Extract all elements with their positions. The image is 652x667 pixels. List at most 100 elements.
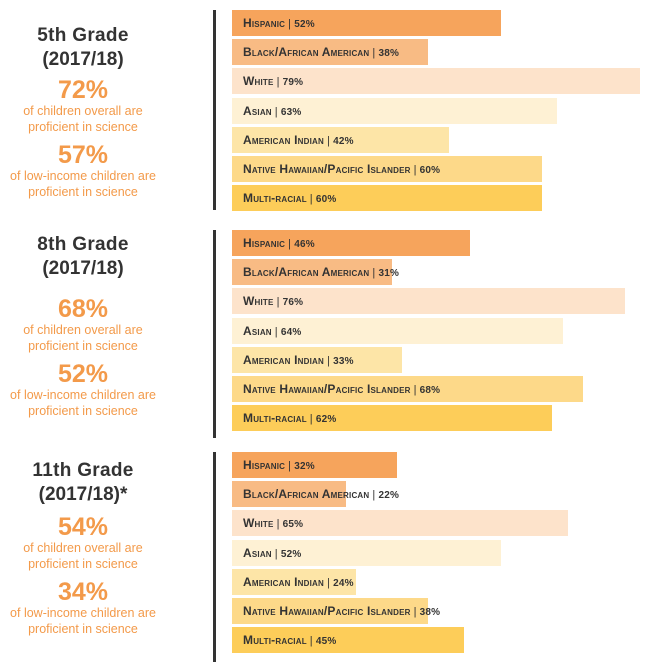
- value-label: 31%: [378, 268, 400, 280]
- label-separator: |: [276, 76, 280, 89]
- overall-percent: 68%: [57, 295, 109, 323]
- bar-label-multi-racial: Multi-racial | 62%: [243, 405, 336, 431]
- grade-title: 5th Grade: [37, 25, 129, 46]
- lowincome-desc-line2: proficient in science: [28, 621, 138, 636]
- bar-native-hawaiian-pacific-islander: [232, 598, 429, 624]
- label-separator: |: [288, 18, 292, 30]
- value-label: 42%: [333, 135, 354, 147]
- bar-label-american-indian: American Indian | 33%: [243, 347, 354, 373]
- category-label: White: [243, 294, 274, 309]
- bar-label-native-hawaiian-pacific-islander: Native Hawaiian/Pacific Islander | 68%: [243, 376, 440, 402]
- label-separator: |: [327, 134, 331, 147]
- category-label: Hispanic: [243, 458, 286, 472]
- bar-multi-racial: [232, 627, 465, 654]
- category-label: White: [243, 516, 274, 531]
- category-label: Asian: [243, 545, 272, 560]
- bar-row-multi-racial: Multi-racial | 45%: [232, 627, 642, 654]
- label-separator: |: [327, 576, 331, 589]
- lowincome-percent: 52%: [57, 360, 109, 388]
- overall-desc-line2: proficient in science: [28, 119, 138, 134]
- bar-american-indian: [232, 346, 403, 373]
- grade-title: 8th Grade: [37, 234, 129, 255]
- grade-year: (2017/18)*: [38, 484, 128, 505]
- value-label: 64%: [280, 326, 302, 338]
- bar-row-american-indian: American Indian | 33%: [232, 346, 642, 373]
- label-separator: |: [309, 193, 313, 206]
- value-label: 52%: [294, 19, 315, 30]
- summary-8th-grade: 8th Grade (2017/18) 68% of children over…: [0, 232, 166, 419]
- value-label: 60%: [419, 165, 441, 176]
- category-label: Asian: [243, 323, 272, 338]
- bar-row-hispanic: Hispanic | 52%: [232, 10, 642, 36]
- label-separator: |: [413, 164, 417, 176]
- lowincome-desc-line1: of low-income children are: [10, 606, 156, 620]
- bar-row-black-african-american: Black/African American | 31%: [232, 259, 642, 286]
- overall-percent: 72%: [57, 76, 109, 104]
- label-separator: |: [288, 238, 292, 250]
- bar-label-asian: Asian | 52%: [243, 540, 301, 566]
- bar-american-indian: [232, 568, 356, 595]
- overall-desc-line2: proficient in science: [28, 338, 138, 353]
- bar-label-white: White | 76%: [243, 288, 303, 314]
- overall-desc-line1: of children overall are: [23, 323, 143, 337]
- bar-white: [232, 510, 568, 537]
- value-label: 24%: [333, 577, 354, 589]
- bar-row-native-hawaiian-pacific-islander: Native Hawaiian/Pacific Islander | 38%: [232, 598, 642, 624]
- panel-11th-grade: 11th Grade (2017/18)* 54% of children ov…: [0, 452, 652, 664]
- bar-label-hispanic: Hispanic | 46%: [243, 230, 315, 256]
- bar-row-multi-racial: Multi-racial | 62%: [232, 405, 642, 432]
- category-label: Multi-racial: [243, 633, 307, 648]
- bar-row-hispanic: Hispanic | 32%: [232, 452, 642, 478]
- category-label: Native Hawaiian/Pacific Islander: [243, 382, 411, 396]
- bar-label-asian: Asian | 64%: [243, 318, 301, 344]
- value-label: 22%: [378, 490, 400, 502]
- label-separator: |: [413, 384, 417, 396]
- lowincome-desc-line2: proficient in science: [28, 403, 138, 418]
- bar-label-multi-racial: Multi-racial | 45%: [243, 627, 336, 653]
- value-label: 33%: [333, 355, 354, 367]
- value-label: 38%: [419, 607, 441, 618]
- category-label: American Indian: [243, 132, 324, 147]
- bar-asian: [232, 97, 558, 124]
- value-label: 46%: [294, 239, 315, 250]
- bar-label-black-african-american: Black/African American | 22%: [243, 481, 399, 507]
- category-label: Black/African American: [243, 265, 370, 280]
- label-separator: |: [309, 635, 313, 648]
- bar-label-multi-racial: Multi-racial | 60%: [243, 185, 336, 211]
- bar-label-white: White | 65%: [243, 510, 303, 536]
- bar-asian: [232, 539, 501, 566]
- bar-native-hawaiian-pacific-islander: [232, 376, 584, 402]
- bar-label-american-indian: American Indian | 24%: [243, 569, 354, 595]
- label-separator: |: [276, 518, 280, 531]
- category-label: Multi-racial: [243, 191, 307, 206]
- category-label: Asian: [243, 103, 272, 118]
- category-label: Hispanic: [243, 16, 286, 30]
- category-label: American Indian: [243, 352, 324, 367]
- bar-row-white: White | 79%: [232, 68, 642, 95]
- category-label: Native Hawaiian/Pacific Islander: [243, 162, 411, 176]
- grade-year: (2017/18): [42, 258, 124, 279]
- value-label: 65%: [282, 519, 304, 531]
- divider: [213, 230, 216, 438]
- bar-label-hispanic: Hispanic | 52%: [243, 10, 315, 36]
- bar-row-american-indian: American Indian | 42%: [232, 126, 642, 153]
- category-label: Black/African American: [243, 45, 370, 60]
- bar-label-asian: Asian | 63%: [243, 98, 301, 124]
- bar-label-native-hawaiian-pacific-islander: Native Hawaiian/Pacific Islander | 38%: [243, 598, 440, 624]
- label-separator: |: [327, 354, 331, 367]
- value-label: 60%: [315, 194, 337, 206]
- bar-black-african-american: [232, 481, 346, 508]
- lowincome-desc-line1: of low-income children are: [10, 169, 156, 183]
- bar-row-asian: Asian | 63%: [232, 97, 642, 124]
- bar-row-asian: Asian | 64%: [232, 317, 642, 344]
- bar-american-indian: [232, 126, 449, 153]
- lowincome-desc-line2: proficient in science: [28, 184, 138, 199]
- value-label: 79%: [282, 77, 304, 89]
- value-label: 52%: [280, 548, 302, 560]
- bar-hispanic: [232, 230, 470, 256]
- category-label: White: [243, 74, 274, 89]
- lowincome-desc-line1: of low-income children are: [10, 388, 156, 402]
- grade-title: 11th Grade: [32, 460, 134, 481]
- grade-year: (2017/18): [42, 49, 124, 70]
- label-separator: |: [274, 325, 278, 338]
